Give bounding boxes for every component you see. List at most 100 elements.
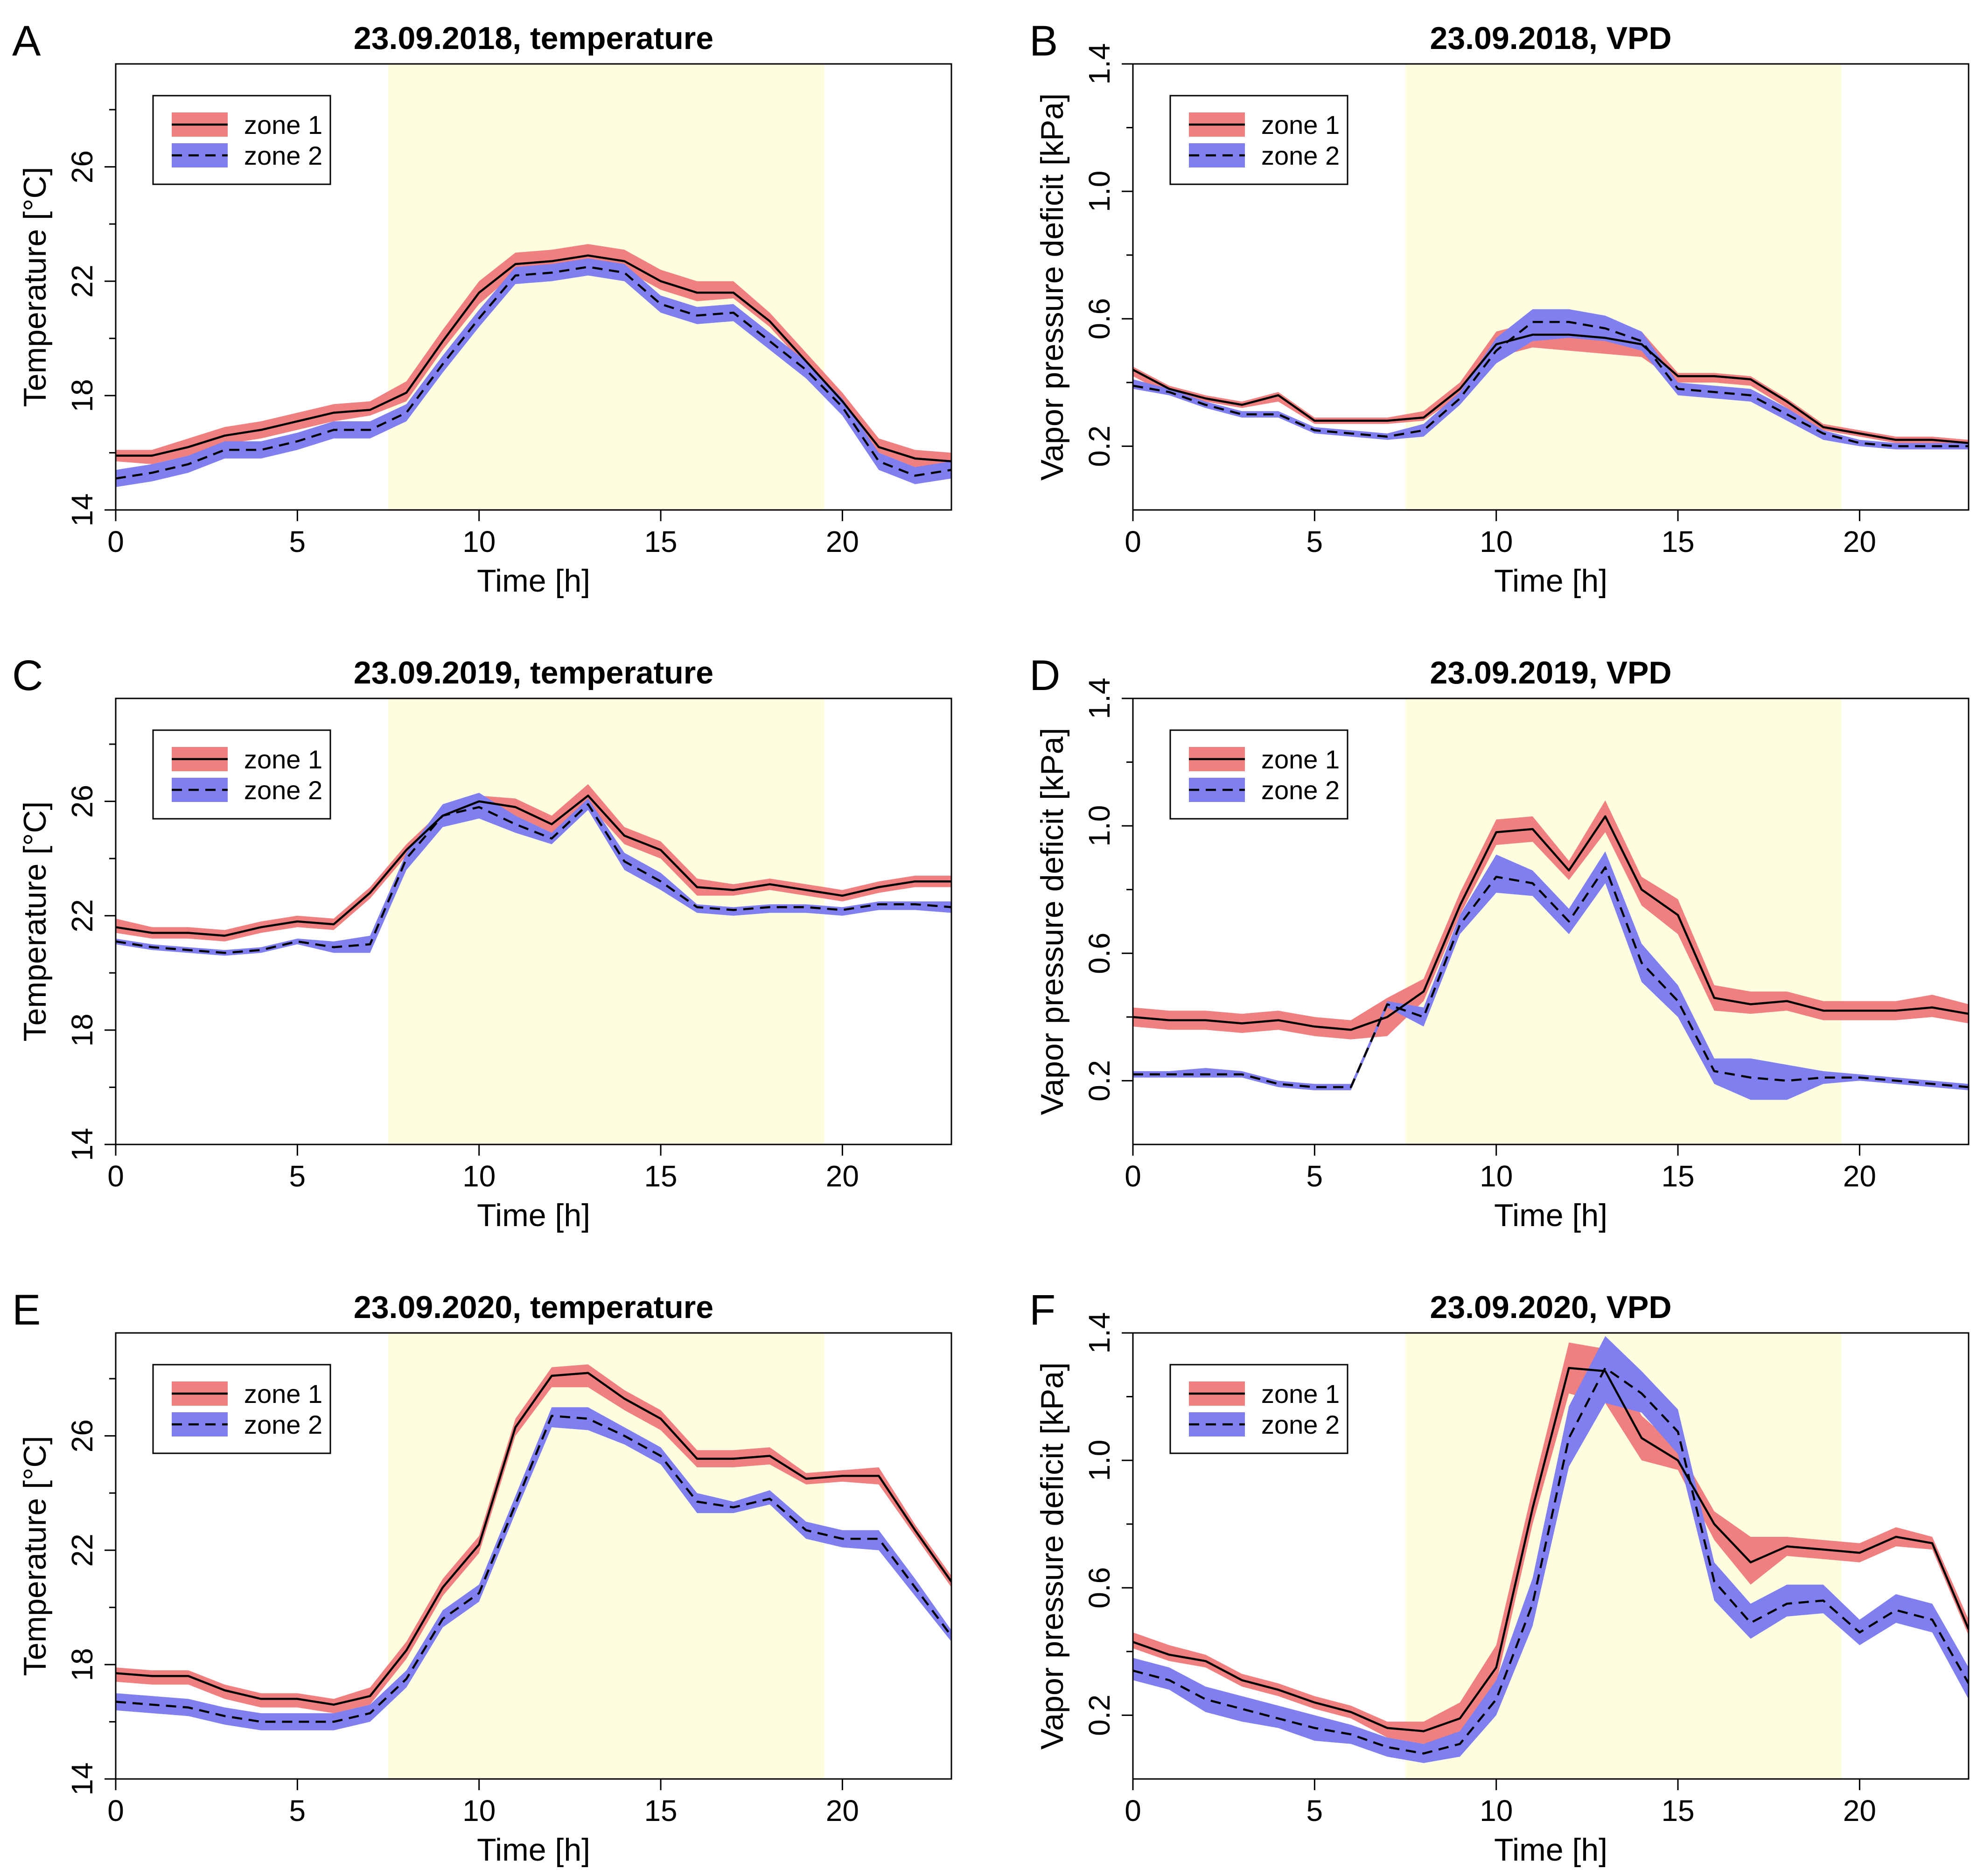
x-tick-label: 10 xyxy=(462,1794,496,1827)
y-tick-label: 18 xyxy=(65,379,99,412)
x-tick-label: 5 xyxy=(1306,525,1323,558)
x-tick-label: 15 xyxy=(1661,1159,1694,1193)
band-zone1 xyxy=(1133,322,1969,446)
y-axis-label: Vapor pressure deficit [kPa] xyxy=(1034,728,1070,1115)
x-tick-label: 15 xyxy=(1661,1794,1694,1827)
y-tick-label: 26 xyxy=(65,1419,99,1452)
chart-title: 23.09.2020, temperature xyxy=(354,1290,713,1325)
y-tick-label: 22 xyxy=(65,1534,99,1567)
y-tick-label: 14 xyxy=(65,1128,99,1161)
legend-label-zone1: zone 1 xyxy=(244,745,322,774)
x-tick-label: 5 xyxy=(289,1159,306,1193)
band-zone2 xyxy=(116,793,951,956)
x-axis-label: Time [h] xyxy=(1494,1832,1607,1868)
x-tick-label: 5 xyxy=(289,1794,306,1827)
x-tick-label: 15 xyxy=(644,525,677,558)
y-tick-label: 1.4 xyxy=(1083,43,1116,85)
y-tick-label: 0.2 xyxy=(1083,1060,1116,1102)
panel-label: B xyxy=(1029,17,1058,65)
series-line-zone2 xyxy=(116,803,951,954)
y-tick-label: 22 xyxy=(65,265,99,298)
y-tick-label: 14 xyxy=(65,493,99,526)
panel-label: F xyxy=(1029,1286,1055,1334)
panel-c: 0 5 10 15 20 14 18 22 26 Time [h] Temperature [°C]… xyxy=(12,652,952,1233)
y-tick-label: 1.4 xyxy=(1083,1312,1116,1354)
y-tick-label: 0.6 xyxy=(1083,298,1116,340)
legend-box xyxy=(152,1364,331,1454)
x-tick-label: 15 xyxy=(1661,525,1694,558)
x-tick-label: 0 xyxy=(107,1794,124,1827)
daylight-shading xyxy=(388,64,824,510)
panel-label: E xyxy=(12,1286,41,1334)
legend-label-zone1: zone 1 xyxy=(1261,745,1340,774)
plot-area xyxy=(1133,800,1969,1100)
series-line-zone1 xyxy=(116,1372,951,1706)
x-tick-label: 20 xyxy=(1843,1794,1876,1827)
x-tick-label: 5 xyxy=(1306,1159,1323,1193)
chart-title: 23.09.2020, VPD xyxy=(1430,1290,1672,1325)
plot-area xyxy=(116,784,951,956)
x-axis-label: Time [h] xyxy=(477,1198,590,1233)
x-tick-label: 10 xyxy=(1480,1794,1513,1827)
y-tick-label: 0.6 xyxy=(1083,933,1116,974)
band-zone1 xyxy=(1133,1342,1969,1744)
legend-label-zone1: zone 1 xyxy=(1261,110,1340,139)
plot-frame xyxy=(1132,1332,1970,1780)
y-tick-label: 26 xyxy=(65,785,99,818)
band-zone1 xyxy=(116,1364,951,1714)
legend-box xyxy=(152,729,331,820)
panel-b: 0 5 10 15 20 0.2 0.6 1.0 1.4 Time [h] Vapor pressu… xyxy=(1029,17,1970,599)
daylight-shading xyxy=(388,698,824,1144)
plot-frame xyxy=(1132,697,1970,1145)
x-tick-label: 20 xyxy=(1843,525,1876,558)
chart-title: 23.09.2018, VPD xyxy=(1430,21,1672,56)
legend-label-zone2: zone 2 xyxy=(244,1410,322,1439)
legend-label-zone1: zone 1 xyxy=(244,110,322,139)
panel-label: C xyxy=(12,652,43,699)
x-tick-label: 20 xyxy=(1843,1159,1876,1193)
series-line-zone2 xyxy=(116,265,951,480)
x-tick-label: 0 xyxy=(1125,1159,1141,1193)
x-tick-label: 10 xyxy=(462,1159,496,1193)
y-tick-label: 22 xyxy=(65,899,99,932)
x-tick-label: 20 xyxy=(826,1159,859,1193)
x-tick-label: 5 xyxy=(1306,1794,1323,1827)
plot-frame xyxy=(115,697,952,1145)
y-tick-label: 0.2 xyxy=(1083,425,1116,467)
y-tick-label: 14 xyxy=(65,1762,99,1795)
panel-label: A xyxy=(12,17,41,65)
legend-label-zone2: zone 2 xyxy=(1261,141,1340,170)
x-tick-label: 5 xyxy=(289,525,306,558)
chart-title: 23.09.2019, VPD xyxy=(1430,655,1672,690)
legend-box xyxy=(1169,729,1348,820)
x-tick-label: 15 xyxy=(644,1159,677,1193)
y-tick-label: 0.2 xyxy=(1083,1695,1116,1736)
plot-frame xyxy=(115,63,952,511)
y-tick-label: 0.6 xyxy=(1083,1567,1116,1609)
x-tick-label: 15 xyxy=(644,1794,677,1827)
x-axis-label: Time [h] xyxy=(1494,563,1607,599)
panel-a: 0 5 10 15 20 14 18 22 26 Time [h] Temperature [°C]… xyxy=(12,17,952,599)
legend-label-zone2: zone 2 xyxy=(1261,775,1340,805)
plot-area xyxy=(1133,309,1969,450)
x-axis-label: Time [h] xyxy=(477,1832,590,1868)
y-tick-label: 18 xyxy=(65,1648,99,1681)
panel-e: 0 5 10 15 20 14 18 22 26 Time [h] Temperature [°C]… xyxy=(12,1286,952,1868)
legend-label-zone2: zone 2 xyxy=(244,141,322,170)
series-line-zone1 xyxy=(1133,1367,1969,1732)
series-line-zone2 xyxy=(116,1415,951,1723)
plot-area xyxy=(1133,1336,1969,1763)
y-axis-label: Vapor pressure deficit [kPa] xyxy=(1034,1362,1070,1750)
series-line-zone1 xyxy=(1133,334,1969,444)
x-tick-label: 0 xyxy=(1125,525,1141,558)
y-tick-label: 1.4 xyxy=(1083,678,1116,719)
y-axis-label: Temperature [°C] xyxy=(17,802,53,1042)
panel-d: 0 5 10 15 20 0.2 0.6 1.0 1.4 Time [h] Vapor pressu… xyxy=(1029,652,1970,1233)
